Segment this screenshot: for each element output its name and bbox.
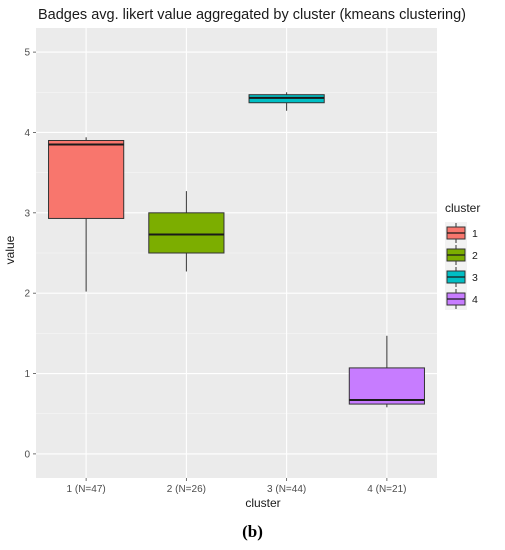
chart-title: Badges avg. likert value aggregated by c… — [38, 7, 466, 23]
x-tick-label: 3 (N=44) — [267, 484, 306, 495]
y-tick-label: 3 — [24, 208, 30, 219]
box-cluster-2 — [148, 191, 225, 272]
box-cluster-1 — [48, 137, 125, 292]
legend-title: cluster — [445, 201, 480, 215]
y-tick-label: 4 — [24, 128, 30, 139]
legend-item-4: 4 — [445, 288, 478, 310]
box-body — [348, 367, 425, 405]
legend-label: 4 — [472, 294, 478, 306]
boxes — [48, 92, 425, 408]
legend: cluster 1 2 3 4 — [445, 201, 480, 310]
legend-label: 1 — [472, 228, 478, 240]
box-body — [148, 212, 225, 254]
legend-item-3: 3 — [445, 266, 478, 288]
box-body — [48, 140, 125, 219]
legend-label: 3 — [472, 272, 478, 284]
x-tick-label: 1 (N=47) — [67, 484, 106, 495]
y-tick-label: 0 — [24, 449, 30, 460]
x-axis: 1 (N=47) 2 (N=26) 3 (N=44) 4 (N=21) — [67, 478, 406, 495]
x-tick-label: 4 (N=21) — [367, 484, 406, 495]
legend-label: 2 — [472, 250, 478, 262]
x-axis-title: cluster — [245, 496, 280, 510]
boxplot-chart: Badges avg. likert value aggregated by c… — [3, 7, 480, 510]
y-tick-label: 5 — [24, 48, 30, 59]
box-cluster-3 — [248, 92, 325, 111]
legend-item-2: 2 — [445, 244, 478, 266]
y-axis: 0 1 2 3 4 5 — [24, 48, 36, 460]
figure-caption: (b) — [242, 522, 263, 541]
x-tick-label: 2 (N=26) — [167, 484, 206, 495]
box-cluster-4 — [348, 335, 425, 408]
y-axis-title: value — [3, 235, 17, 264]
legend-item-1: 1 — [445, 222, 478, 244]
y-tick-label: 2 — [24, 289, 30, 300]
y-tick-label: 1 — [24, 369, 30, 380]
